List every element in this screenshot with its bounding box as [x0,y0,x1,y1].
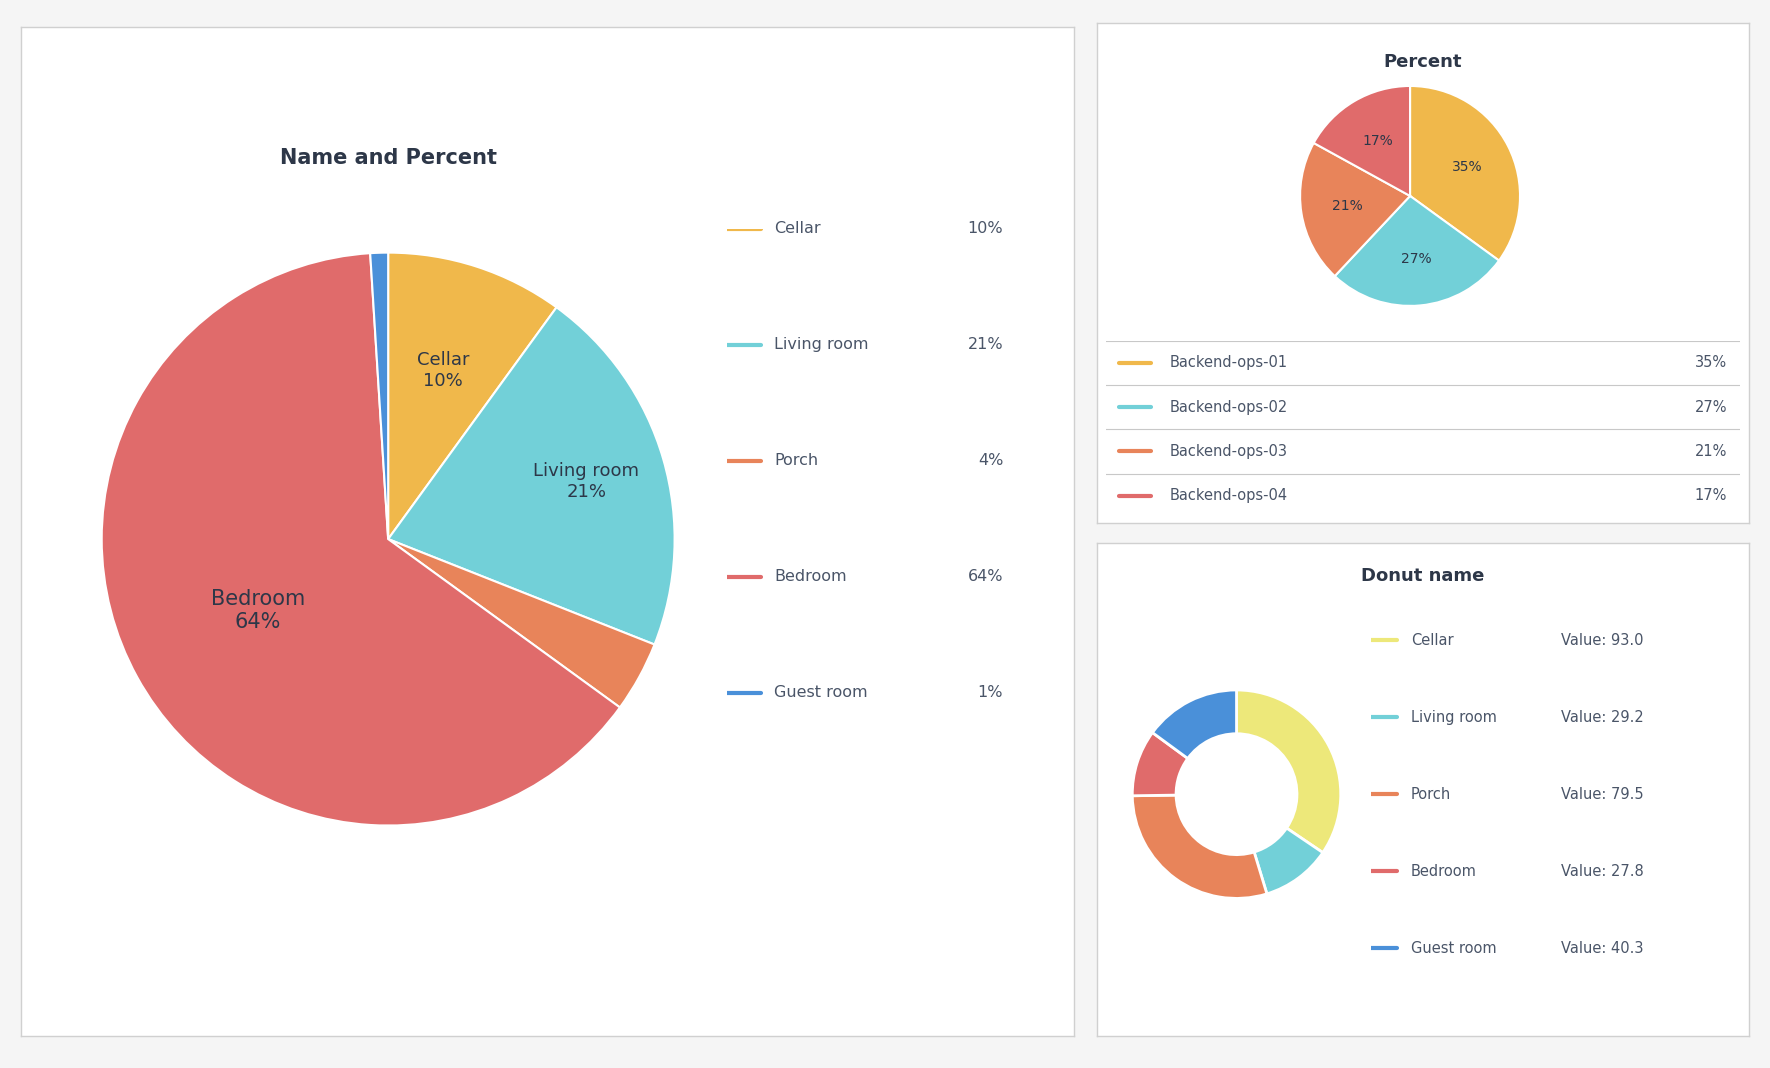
Text: Living room
21%: Living room 21% [533,462,639,501]
Text: Cellar: Cellar [773,221,821,236]
Text: Bedroom
64%: Bedroom 64% [211,590,304,632]
Text: Value: 27.8: Value: 27.8 [1561,864,1643,879]
Text: Living room: Living room [1411,710,1497,725]
Wedge shape [1301,143,1411,277]
Text: 21%: 21% [968,337,1004,352]
Text: Porch: Porch [773,453,818,468]
Text: 35%: 35% [1696,356,1728,371]
Text: Value: 29.2: Value: 29.2 [1561,710,1643,725]
Wedge shape [370,253,388,539]
Text: 4%: 4% [977,453,1004,468]
Text: Backend-ops-02: Backend-ops-02 [1170,399,1289,414]
Title: Name and Percent: Name and Percent [280,148,497,169]
Text: Cellar: Cellar [1411,632,1453,647]
Text: Percent: Percent [1384,53,1462,72]
Text: 35%: 35% [1451,160,1481,174]
Text: 27%: 27% [1694,399,1728,414]
Wedge shape [388,539,655,707]
Text: 10%: 10% [968,221,1004,236]
Text: 21%: 21% [1331,199,1363,213]
Wedge shape [101,253,620,826]
Text: 17%: 17% [1696,488,1728,503]
Text: Bedroom: Bedroom [1411,864,1476,879]
Text: Value: 40.3: Value: 40.3 [1561,941,1643,956]
Text: Value: 93.0: Value: 93.0 [1561,632,1643,647]
Text: 64%: 64% [968,569,1004,584]
Wedge shape [1237,690,1340,852]
Text: Donut name: Donut name [1361,567,1485,585]
Text: Bedroom: Bedroom [773,569,846,584]
Text: Porch: Porch [1411,787,1451,802]
Text: Guest room: Guest room [1411,941,1497,956]
Text: 21%: 21% [1696,444,1728,459]
Wedge shape [1411,85,1520,261]
Wedge shape [1313,85,1411,195]
Text: 17%: 17% [1363,135,1393,148]
Wedge shape [1152,690,1237,758]
Text: 27%: 27% [1400,252,1432,266]
Text: Backend-ops-04: Backend-ops-04 [1170,488,1289,503]
Wedge shape [1335,195,1499,305]
Wedge shape [388,308,674,644]
Wedge shape [1255,828,1322,894]
Wedge shape [1133,733,1188,796]
Text: Backend-ops-01: Backend-ops-01 [1170,356,1289,371]
Text: Living room: Living room [773,337,869,352]
Text: Guest room: Guest room [773,686,867,701]
Text: Backend-ops-03: Backend-ops-03 [1170,444,1287,459]
Wedge shape [1133,795,1267,898]
Wedge shape [388,253,556,539]
Text: Value: 79.5: Value: 79.5 [1561,787,1643,802]
Text: Cellar
10%: Cellar 10% [416,350,469,390]
Text: 1%: 1% [977,686,1004,701]
